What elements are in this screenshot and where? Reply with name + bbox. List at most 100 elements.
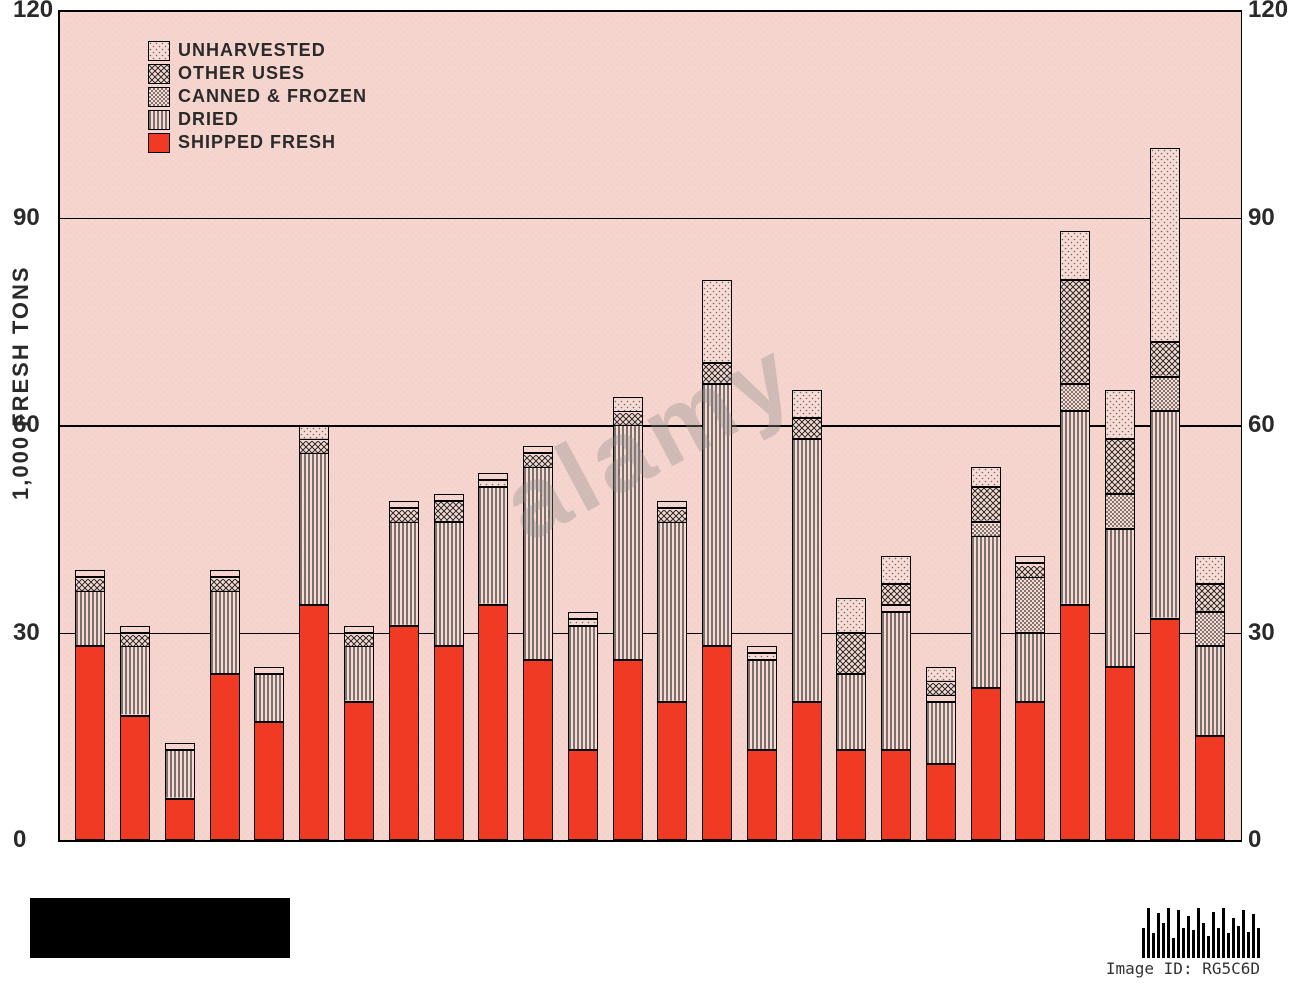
bar-segment-dried [210,591,240,674]
stock-barcode [1142,908,1260,958]
bar-column [1150,148,1180,840]
bar-segment-shipped-fresh [210,674,240,840]
bar-segment-unharvested [747,646,777,653]
bar-segment-dried [792,439,822,702]
bar-segment-unharvested [523,446,553,453]
bar-segment-dried [165,750,195,798]
bar-segment-shipped-fresh [1195,736,1225,840]
stock-id: Image ID: RG5C6D [1106,959,1260,978]
bar-segment-canned-frozen [1015,577,1045,632]
bar-segment-other-uses [1105,439,1135,494]
legend-row: SHIPPED FRESH [148,132,367,153]
bar-column [971,467,1001,840]
bar-segment-other-uses [1060,280,1090,384]
bar-segment-canned-frozen [1060,384,1090,412]
bar-column [165,743,195,840]
y-axis-title: 1,000 FRESH TONS [8,265,34,500]
bar-column [657,501,687,840]
bar-segment-dried [478,487,508,605]
bar-column [1195,556,1225,840]
bar-column [1105,390,1135,840]
bar-segment-other-uses [75,577,105,591]
bar-segment-other-uses [165,743,195,750]
bar-segment-other-uses [254,667,284,674]
bar-segment-shipped-fresh [344,702,374,840]
y-tick-label-right: 120 [1248,0,1288,24]
bar-segment-unharvested [1060,231,1090,279]
bar-segment-other-uses [344,633,374,647]
legend-row: CANNED & FROZEN [148,86,367,107]
bar-column [568,612,598,840]
bar-segment-shipped-fresh [836,750,866,840]
y-tick-label-left: 30 [13,619,40,647]
bar-segment-shipped-fresh [1150,619,1180,840]
legend: UNHARVESTEDOTHER USESCANNED & FROZENDRIE… [148,40,367,155]
bar-column [120,626,150,840]
bar-segment-dried [1060,411,1090,605]
bar-segment-shipped-fresh [747,750,777,840]
bar-segment-canned-frozen [971,522,1001,536]
bar-segment-unharvested [389,501,419,508]
bar-segment-other-uses [881,584,911,605]
bar-segment-unharvested [1015,556,1045,563]
bar-segment-other-uses [568,619,598,626]
bar-segment-unharvested [1105,390,1135,438]
legend-swatch [148,110,170,130]
bar-segment-other-uses [434,501,464,522]
bar-segment-dried [434,522,464,647]
bar-segment-other-uses [299,439,329,453]
bar-segment-dried [613,425,643,660]
bar-segment-other-uses [389,508,419,522]
bar-segment-shipped-fresh [165,799,195,841]
bar-segment-shipped-fresh [881,750,911,840]
bar-segment-other-uses [836,633,866,675]
y-tick-label-right: 0 [1248,826,1261,854]
legend-label: OTHER USES [178,63,305,84]
bar-column [1060,231,1090,840]
bar-segment-dried [881,612,911,750]
bar-segment-dried [120,646,150,715]
bar-segment-unharvested [836,598,866,633]
legend-label: UNHARVESTED [178,40,326,61]
plot-area: UNHARVESTEDOTHER USESCANNED & FROZENDRIE… [58,10,1242,840]
bar-segment-dried [254,674,284,722]
bar-segment-unharvested [971,467,1001,488]
legend-row: OTHER USES [148,63,367,84]
bar-segment-dried [657,522,687,702]
bar-segment-other-uses [1195,584,1225,612]
bar-segment-dried [747,660,777,750]
y-tick-label-left: 0 [13,826,26,854]
bar-segment-canned-frozen [926,695,956,702]
bar-segment-other-uses [747,653,777,660]
bar-column [299,425,329,840]
bar-segment-shipped-fresh [1015,702,1045,840]
bar-segment-unharvested [792,390,822,418]
legend-label: SHIPPED FRESH [178,132,336,153]
bar-segment-dried [299,453,329,605]
bar-segment-unharvested [120,626,150,633]
legend-swatch [148,41,170,61]
bar-column [478,473,508,840]
bar-segment-unharvested [1150,148,1180,342]
bar-segment-shipped-fresh [389,626,419,840]
bar-segment-shipped-fresh [971,688,1001,840]
bar-segment-other-uses [1015,563,1045,577]
bar-segment-shipped-fresh [434,646,464,840]
bar-segment-unharvested [926,667,956,681]
legend-label: DRIED [178,109,239,130]
bar-column [792,390,822,840]
bar-segment-shipped-fresh [254,722,284,840]
bar-column [389,501,419,840]
bar-segment-dried [1015,633,1045,702]
y-tick-label-left: 120 [13,0,53,24]
y-tick-label-right: 90 [1248,204,1275,232]
bar-column [926,667,956,840]
bar-segment-unharvested [613,397,643,411]
bar-segment-unharvested [75,570,105,577]
legend-swatch [148,64,170,84]
bar-segment-dried [1105,529,1135,667]
bar-segment-unharvested [568,612,598,619]
legend-label: CANNED & FROZEN [178,86,367,107]
bar-segment-other-uses [210,577,240,591]
bar-segment-dried [1150,411,1180,619]
